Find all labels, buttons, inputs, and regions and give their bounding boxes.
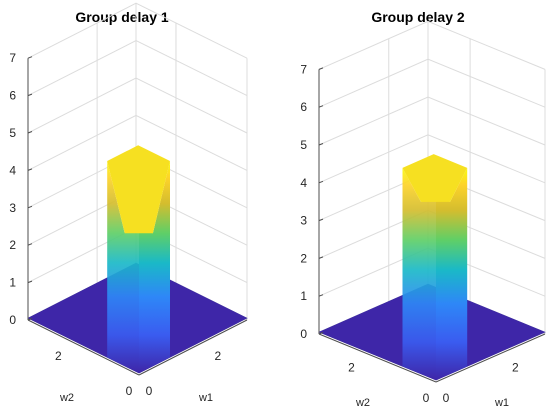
z-tick-mark xyxy=(27,56,33,59)
w1-ticks: 02 xyxy=(138,319,248,398)
z-tick-mark xyxy=(318,256,324,259)
grid-line xyxy=(318,96,546,146)
grid-line xyxy=(318,20,546,70)
w1-tick-label: 2 xyxy=(214,349,221,363)
z-tick-mark xyxy=(27,205,33,209)
z-tick-mark xyxy=(27,168,33,171)
w2-axis-line xyxy=(318,333,437,383)
grid xyxy=(27,2,248,321)
z-tick-label: 4 xyxy=(9,163,16,177)
peak-left-face xyxy=(402,167,436,381)
surface xyxy=(318,154,546,381)
z-tick-label: 0 xyxy=(9,313,16,327)
z-tick-mark xyxy=(27,280,33,284)
z-tick-label: 3 xyxy=(9,201,16,215)
z-tick-mark xyxy=(27,93,33,97)
peak-left-face xyxy=(107,161,139,374)
z-tick-mark xyxy=(27,131,33,134)
w1-tick-label: 0 xyxy=(146,384,153,398)
z-tick-label: 1 xyxy=(300,289,307,303)
z-tick-label: 6 xyxy=(300,100,307,114)
grid-line xyxy=(27,77,248,134)
surface xyxy=(27,145,248,374)
peak-right-face xyxy=(436,167,468,381)
w1-ticks: 02 xyxy=(435,333,546,405)
z-tick-label: 5 xyxy=(300,138,307,152)
chart-title: Group delay 1 xyxy=(75,9,169,25)
peak-top-far xyxy=(402,154,468,202)
x-axis-label: w1 xyxy=(494,397,509,409)
z-tick-mark xyxy=(27,318,33,321)
z-tick-mark xyxy=(318,218,324,222)
x-axis-label: w1 xyxy=(198,392,213,404)
z-tick-label: 2 xyxy=(9,238,16,252)
z-tick-mark xyxy=(318,67,324,70)
w2-tick-label: 2 xyxy=(55,349,62,363)
z-tick-mark xyxy=(318,143,324,146)
z-tick-label: 5 xyxy=(9,126,16,140)
z-tick-label: 4 xyxy=(300,176,307,190)
chart-title: Group delay 2 xyxy=(371,9,465,25)
y-axis-label: w2 xyxy=(59,392,74,404)
z-tick-mark xyxy=(318,105,324,108)
w2-ticks: 02 xyxy=(318,333,437,405)
z-tick-label: 3 xyxy=(300,214,307,228)
z-ticks: 0 1 2 3 4 5 6 7 xyxy=(300,62,324,341)
w1-axis-line xyxy=(138,319,248,376)
y-axis-label: w2 xyxy=(355,397,370,409)
z-tick-label: 1 xyxy=(9,276,16,290)
w2-ticks: 02 xyxy=(27,319,140,398)
w1-tick-label: 2 xyxy=(512,360,519,374)
w2-tick-label: 0 xyxy=(423,391,430,405)
w2-axis-line xyxy=(27,319,140,376)
peak-right-face xyxy=(139,161,170,374)
peak-top-far xyxy=(107,145,170,234)
z-tick-label: 6 xyxy=(9,89,16,103)
z-tick-mark xyxy=(27,243,33,246)
z-tick-label: 7 xyxy=(300,62,307,76)
z-ticks: 0 1 2 3 4 5 6 7 xyxy=(9,51,33,327)
grid-line xyxy=(27,40,248,97)
z-tick-label: 2 xyxy=(300,251,307,265)
z-tick-label: 7 xyxy=(9,51,16,65)
w2-tick-label: 2 xyxy=(348,360,355,374)
z-tick-mark xyxy=(318,294,324,297)
grid-line xyxy=(318,58,546,108)
w1-axis-line xyxy=(435,333,546,383)
w1-tick-label: 0 xyxy=(443,391,450,405)
z-tick-label: 0 xyxy=(300,327,307,341)
w2-tick-label: 0 xyxy=(126,384,133,398)
z-tick-mark xyxy=(318,180,324,184)
